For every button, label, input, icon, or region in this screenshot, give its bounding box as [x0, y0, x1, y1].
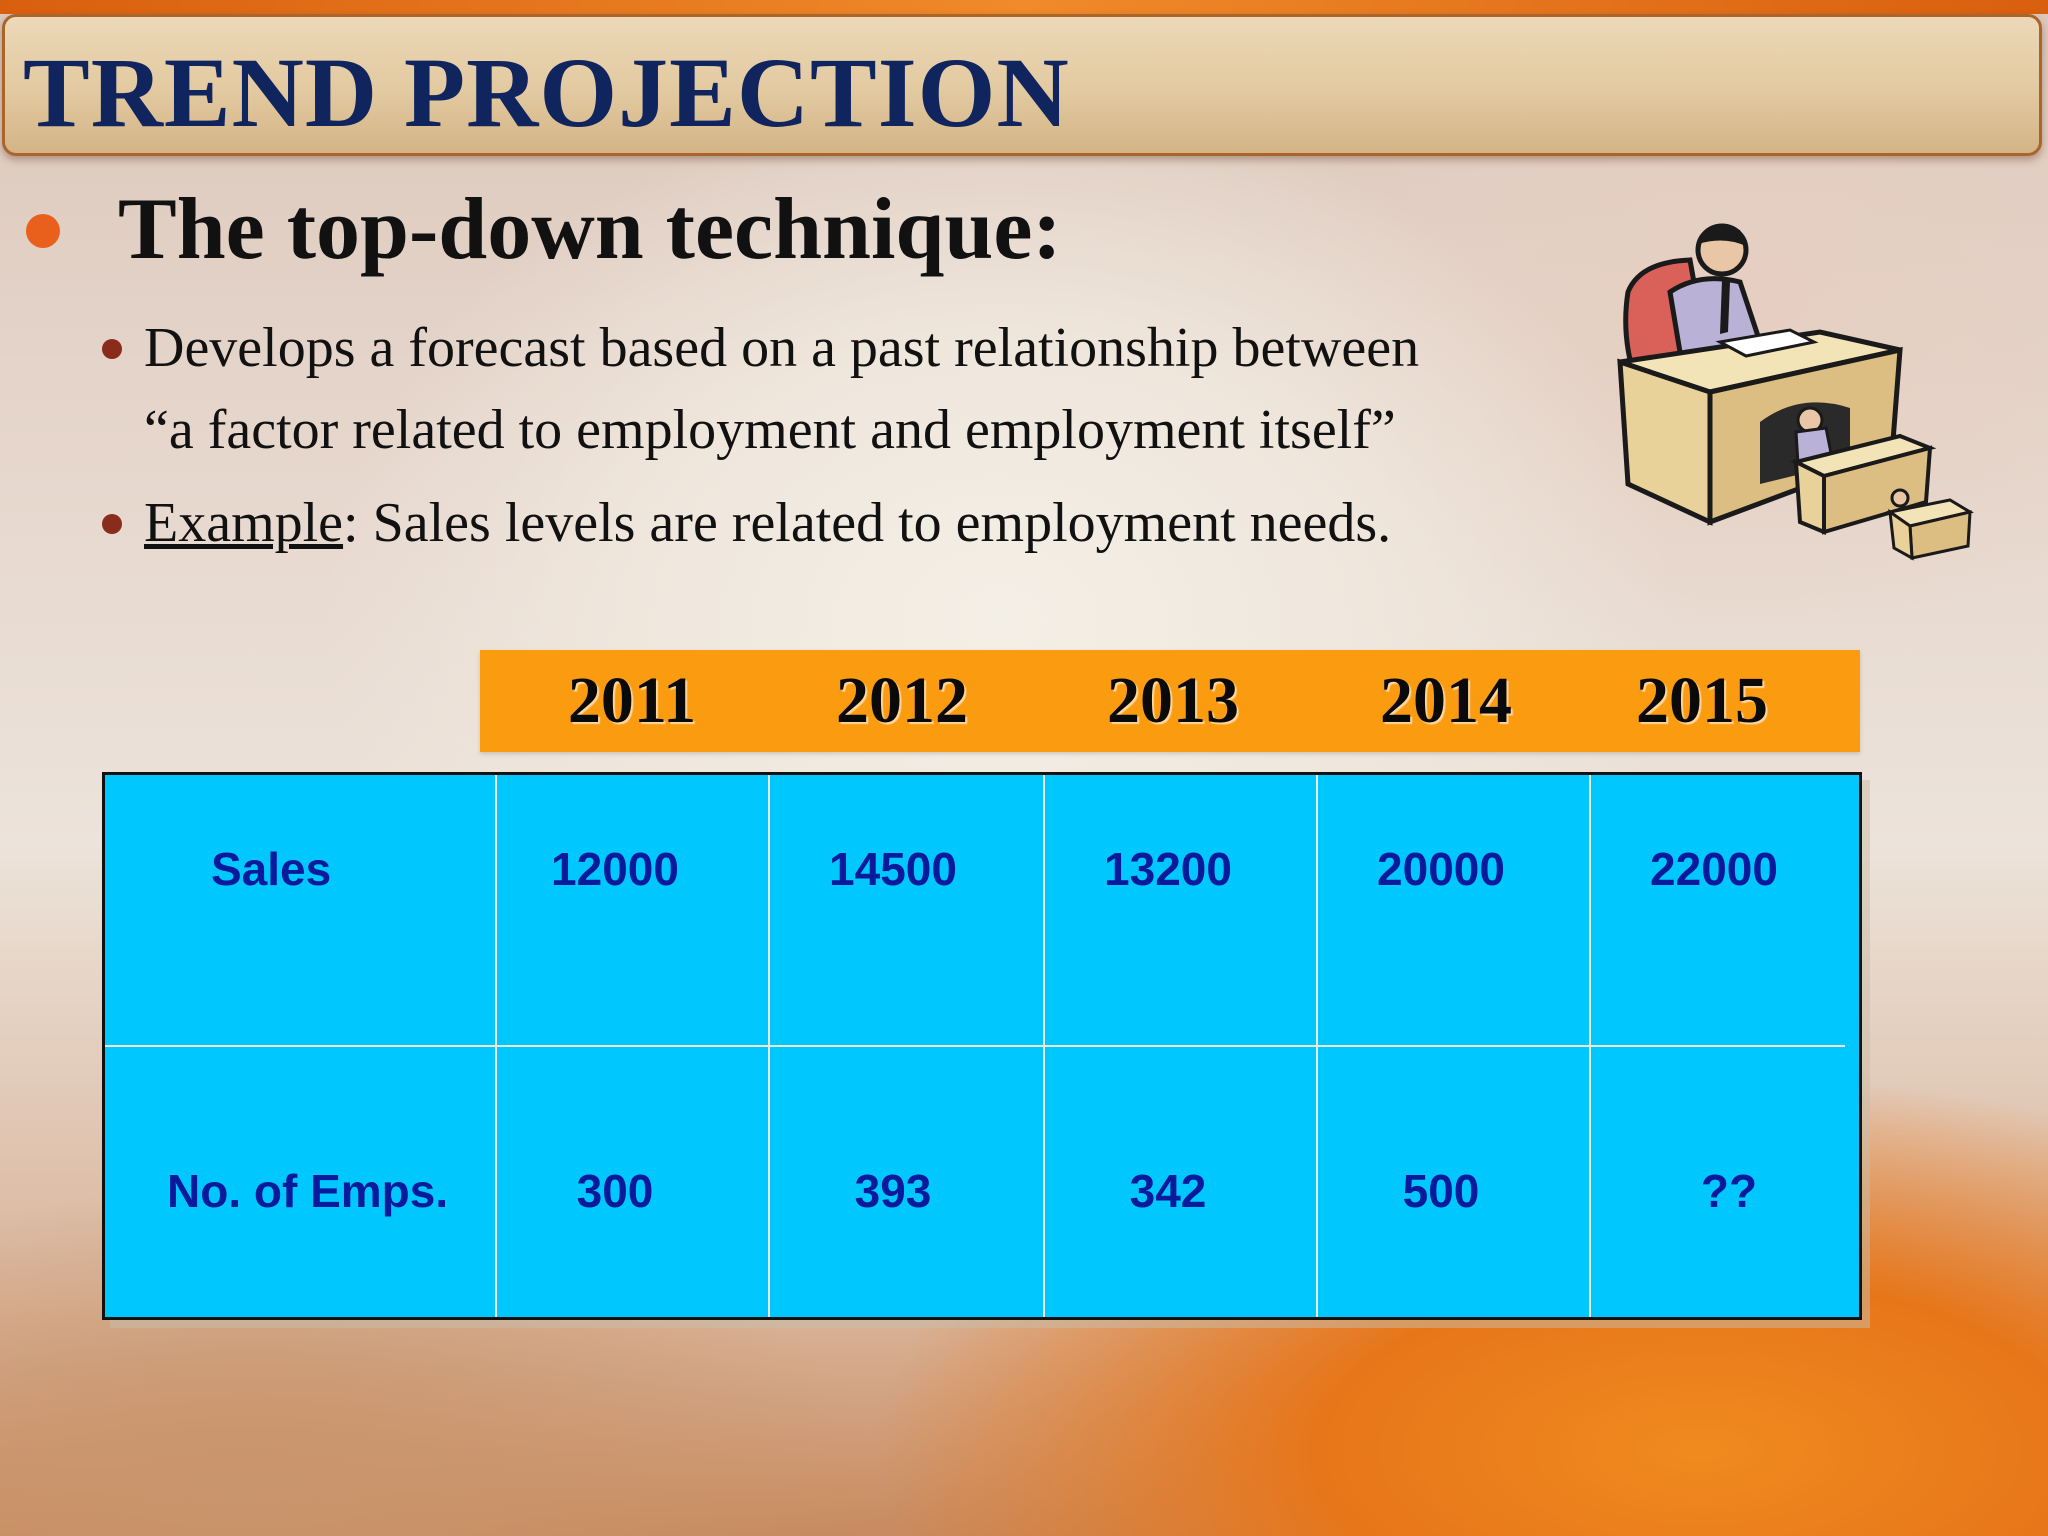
- year-header: 2014: [1380, 664, 1512, 737]
- table-cell: 12000: [551, 843, 679, 895]
- example-label: Example: [144, 492, 344, 554]
- year-header-bar: 2011 2012 2013 2014 2015: [480, 650, 1860, 752]
- table-cell: 20000: [1377, 843, 1505, 895]
- table-cell: 393: [854, 1165, 932, 1217]
- sub-bullet-dot-icon: [102, 514, 122, 534]
- table-cell: 500: [1402, 1165, 1480, 1217]
- row-label-sales: Sales: [211, 843, 332, 895]
- year-header: 2015: [1636, 664, 1768, 737]
- bullet-dot-icon: [26, 214, 60, 248]
- row-label-employees: No. of Emps.: [167, 1165, 449, 1217]
- data-table: Sales 12000 14500 13200 20000 22000 No. …: [102, 772, 1862, 1320]
- table-cell: 14500: [829, 843, 957, 895]
- slide-heading: The top-down technique:: [118, 181, 1062, 278]
- example-text: : Sales levels are related to employment…: [343, 492, 1392, 554]
- table-cell: ??: [1700, 1165, 1758, 1217]
- table-cell: 342: [1129, 1165, 1207, 1217]
- businessman-at-desk-icon: [1617, 223, 1974, 561]
- slide-title: TREND PROJECTION: [23, 37, 1070, 148]
- title-bar: TREND PROJECTION: [2, 14, 2042, 156]
- bullet-2: Example: Sales levels are related to emp…: [144, 483, 1391, 563]
- table-cell: 22000: [1650, 843, 1778, 895]
- year-header: 2012: [836, 664, 968, 737]
- year-header: 2011: [567, 664, 697, 737]
- bullet-1-line-1: Develops a forecast based on a past rela…: [144, 317, 1420, 379]
- top-accent-strip: [0, 0, 2048, 14]
- sub-bullet-dot-icon: [102, 339, 122, 359]
- table-row-divider: [105, 1045, 1845, 1047]
- bullet-1-line-2: “a factor related to employment and empl…: [144, 399, 1396, 461]
- table-cell: 300: [576, 1165, 654, 1217]
- table-cell: 13200: [1104, 843, 1232, 895]
- year-header: 2013: [1107, 664, 1239, 737]
